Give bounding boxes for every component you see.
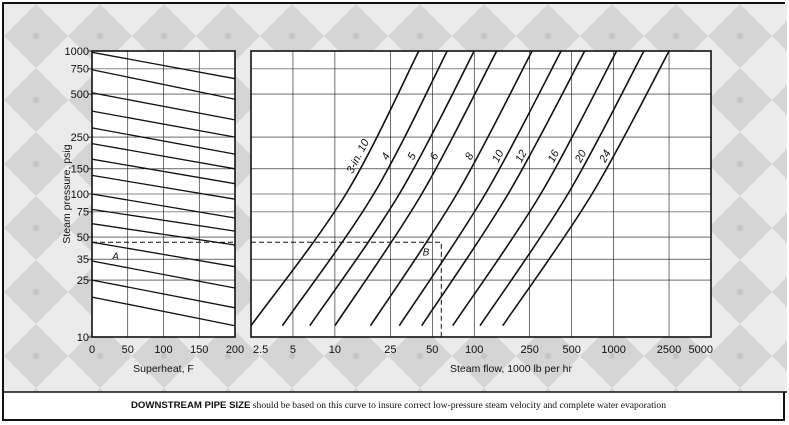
y-tick-label: 750 [71,64,89,76]
superheat-line-1 [91,51,236,80]
x-axis-label-flow: Steam flow, 1000 lb per hr [450,363,572,375]
superheat-panel-border [91,50,236,338]
y-tick-label: 1000 [65,46,89,58]
pipe-curve-label: 12 [513,148,529,164]
pipe-curve-7 [421,50,586,327]
superheat-line-6 [91,142,236,170]
y-tick-label: 25 [77,275,89,287]
y-tick-label: 100 [71,189,89,201]
pipe-curve-8 [452,50,618,327]
pipe-curve-5 [369,50,533,327]
pipe-curve-label: 6 [428,150,442,162]
pipe-curve-label: 8 [463,150,477,162]
x-tick-label-flow: 2.5 [253,344,268,356]
panel-frames [91,50,712,338]
y-axis-label: Steam pressure, psig [61,144,73,243]
x-tick-label-superheat: 100 [154,344,172,356]
y-tick-label: 35 [77,254,89,266]
x-tick-label-flow: 500 [562,344,580,356]
superheat-line-9 [91,193,236,219]
superheat-line-13 [91,260,236,289]
pipe-curve-1 [250,50,420,327]
superheat-line-7 [91,158,236,185]
chart-figure: 10 25 35 50 75 100 150 250 500 750 1000 0 50 100 150 20… [4,4,787,393]
caption-text: should be based on this curve to insure … [250,400,666,411]
x-tick-label-flow: 10 [329,344,341,356]
superheat-line-5 [91,127,236,155]
y-tick-label: 150 [71,164,89,176]
series-layer [91,50,670,327]
text-layer: 10 25 35 50 75 100 150 250 500 750 1000 0 50 100 150 20… [61,46,713,375]
y-tick-label: 500 [71,89,89,101]
pipe-curve-label: 20 [572,147,589,165]
x-tick-label-flow: 50 [426,344,438,356]
superheat-line-14 [91,279,236,309]
y-tick-label: 10 [77,332,89,344]
x-tick-label-flow: 5000 [689,344,713,356]
point-label-a: A [111,251,119,262]
pipe-curve-label: 5 [406,150,420,162]
x-tick-label-superheat: 0 [89,344,95,356]
superheat-line-11 [91,223,236,246]
superheat-line-12 [91,241,236,268]
x-tick-label-flow: 5 [290,344,296,356]
figure-caption: DOWNSTREAM PIPE SIZE should be based on … [12,400,785,411]
y-tick-label: 250 [71,132,89,144]
x-tick-label-superheat: 50 [122,344,134,356]
pipe-curve-6 [398,50,562,327]
y-tick-label: 50 [77,232,89,244]
x-tick-label-flow: 100 [465,344,483,356]
pipe-curve-9 [479,50,645,327]
flow-panel-border [250,50,712,338]
x-tick-label-flow: 25 [384,344,396,356]
pipe-curve-10 [502,50,670,327]
superheat-line-15 [91,296,236,327]
superheat-line-8 [91,174,236,200]
superheat-line-4 [91,110,236,138]
superheat-line-3 [91,92,236,121]
x-tick-label-superheat: 200 [226,344,244,356]
pipe-curve-3 [309,50,475,327]
point-label-b: B [423,247,430,258]
superheat-line-10 [91,208,236,232]
x-tick-label-flow: 1000 [601,344,625,356]
superheat-line-2 [91,69,236,100]
x-axis-label-superheat: Superheat, F [133,363,194,375]
pipe-curve-label: 24 [597,148,614,165]
pipe-curve-label: 4 [380,151,393,162]
x-tick-label-flow: 2500 [657,344,681,356]
pipe-curve-4 [334,50,498,327]
y-tick-label: 75 [77,207,89,219]
caption-bold: DOWNSTREAM PIPE SIZE [131,400,251,411]
x-tick-label-flow: 250 [521,344,539,356]
pipe-curve-2 [281,50,448,327]
x-tick-label-superheat: 150 [190,344,208,356]
